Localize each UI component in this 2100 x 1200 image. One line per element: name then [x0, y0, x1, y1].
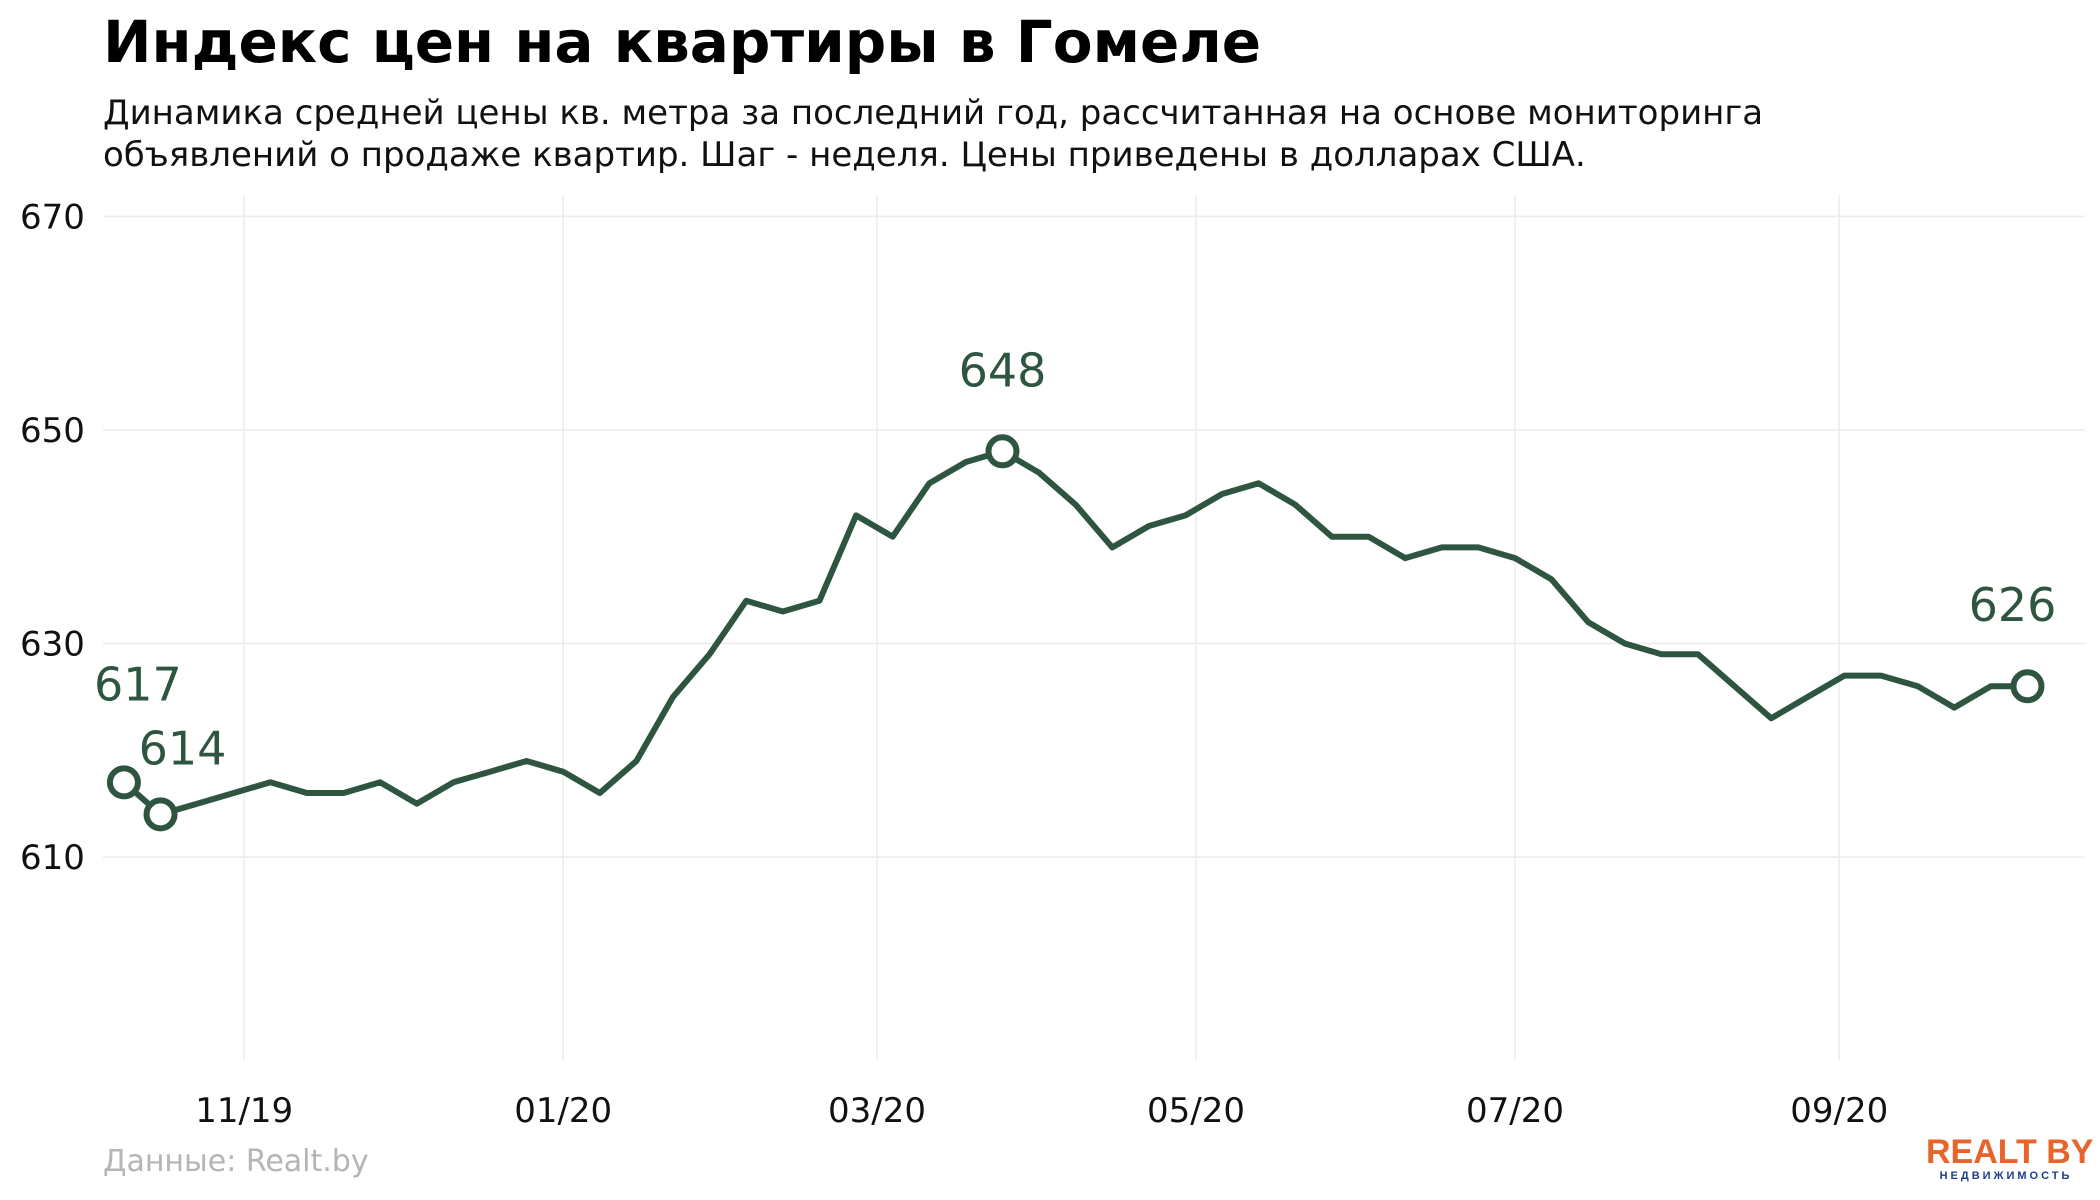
- series-polyline: [120, 448, 2031, 818]
- annotations: 617 614 648 626: [94, 343, 2057, 832]
- x-axis-ticks: 11/19 01/20 03/20 05/20 07/20 09/20: [195, 1091, 1888, 1131]
- y-axis-ticks: 610 630 650 670: [20, 197, 85, 878]
- data-label: 648: [959, 343, 1047, 397]
- x-tick-label: 07/20: [1466, 1091, 1564, 1131]
- subtitle-line-2: объявлений о продаже квартир. Шаг - неде…: [103, 135, 1586, 175]
- data-label: 617: [94, 657, 182, 711]
- data-label: 614: [139, 721, 227, 775]
- subtitle-line-1: Динамика средней цены кв. метра за после…: [103, 93, 1764, 133]
- y-tick-label: 650: [20, 411, 85, 451]
- x-tick-label: 05/20: [1147, 1091, 1245, 1131]
- x-tick-label: 09/20: [1790, 1091, 1888, 1131]
- x-tick-label: 01/20: [514, 1091, 612, 1131]
- x-tick-label: 03/20: [828, 1091, 926, 1131]
- grid-lines: [103, 195, 2085, 1060]
- y-tick-label: 670: [20, 197, 85, 237]
- point-marker: [106, 765, 141, 800]
- realt-logo: REALT BY НЕДВИЖИМОСТЬ: [1926, 1133, 2094, 1182]
- x-tick-label: 11/19: [195, 1091, 293, 1131]
- point-marker: [2010, 669, 2045, 704]
- series-line: [120, 448, 2031, 818]
- chart-title: Индекс цен на квартиры в Гомеле: [103, 8, 1262, 76]
- data-source: Данные: Realt.by: [103, 1144, 369, 1179]
- logo-main-text: REALT BY: [1926, 1133, 2094, 1171]
- chart-subtitle: Динамика средней цены кв. метра за после…: [103, 92, 2003, 176]
- y-tick-label: 630: [20, 625, 85, 665]
- point-marker: [143, 797, 178, 832]
- logo-sub-text: НЕДВИЖИМОСТЬ: [1939, 1170, 2073, 1182]
- data-label: 626: [1969, 578, 2057, 632]
- point-marker: [985, 434, 1020, 469]
- y-tick-label: 610: [20, 838, 85, 878]
